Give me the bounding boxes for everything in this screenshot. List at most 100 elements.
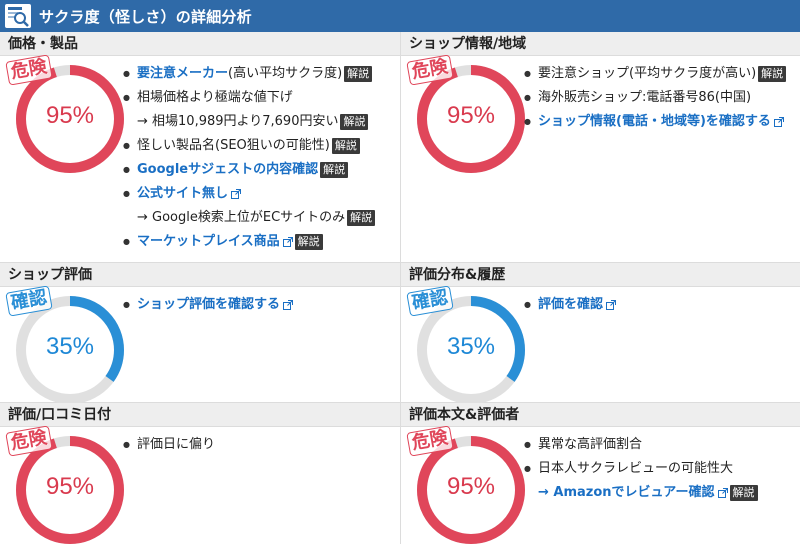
score-gauge: 95% 危険 (5, 54, 125, 174)
explanation-badge[interactable]: 解説 (294, 234, 323, 250)
explanation-badge[interactable]: 解説 (320, 162, 349, 178)
finding-text: 要注意ショップ(平均サクラ度が高い) (538, 66, 757, 81)
finding-text: (高い平均サクラ度) (228, 66, 343, 81)
finding-list: ● 評価を確認 (524, 293, 617, 317)
bullet-icon: ● (524, 464, 531, 473)
bullet-icon: ● (123, 440, 130, 449)
finding-link[interactable]: ショップ評価を確認する (137, 297, 281, 312)
row-divider (0, 262, 800, 263)
finding-link[interactable]: 公式サイト無し (137, 186, 229, 201)
explanation-badge[interactable]: 解説 (758, 66, 787, 82)
gauge-ring (16, 296, 124, 404)
finding-text: 相場価格より極端な値下げ (137, 90, 293, 105)
finding-item: ● 要注意ショップ(平均サクラ度が高い) 解説 (524, 62, 787, 86)
gauge-fill (16, 296, 124, 404)
finding-list: ● 要注意メーカー (高い平均サクラ度) 解説 ● 相場価格より極端な値下げ → 相場10,… (123, 62, 376, 254)
score-gauge: 95% 危険 (5, 425, 125, 544)
section-header: サクラ度（怪しさ）の詳細分析 (0, 0, 800, 32)
gauge-fill (16, 65, 124, 173)
bullet-icon: ● (123, 300, 130, 309)
score-percent: 95% (446, 102, 496, 129)
score-percent: 35% (45, 333, 95, 360)
finding-link[interactable]: マーケットプレイス商品 (137, 234, 280, 249)
finding-item: ● 要注意メーカー (高い平均サクラ度) 解説 (123, 62, 375, 86)
gauge-ring (16, 436, 124, 544)
gauge-ring (16, 65, 124, 173)
bullet-icon: ● (123, 237, 130, 246)
bullet-icon: ● (123, 93, 130, 102)
finding-item: → Google検索上位がECサイトのみ 解説 (123, 206, 376, 230)
bullet-icon: ● (123, 189, 130, 198)
finding-item: ● 異常な高評価割合 (524, 433, 758, 457)
gauge-fill (417, 436, 525, 544)
score-gauge: 95% 危険 (406, 54, 526, 174)
finding-text: 怪しい製品名(SEO狙いの可能性) (137, 138, 330, 153)
bullet-icon: ● (524, 93, 531, 102)
score-gauge: 35% 確認 (5, 285, 125, 405)
explanation-badge[interactable]: 解説 (331, 138, 360, 154)
explanation-badge[interactable]: 解説 (340, 114, 369, 130)
panel-price: 価格・製品 95% 危険 ● 要注意メーカー (高い平均サクラ度) 解説 ● 相場価格より極端な… (0, 32, 400, 262)
finding-list: ● ショップ評価を確認する (123, 293, 294, 317)
finding-list: ● 評価日に偏り (123, 433, 215, 457)
bullet-icon: ● (524, 117, 531, 126)
gauge-fill (417, 296, 525, 404)
finding-link[interactable]: → Amazonでレビュアー確認 (538, 485, 715, 500)
panel-review-date: 評価/口コミ日付 95% 危険 ● 評価日に偏り (0, 403, 400, 544)
score-percent: 95% (45, 102, 95, 129)
finding-item: ● Googleサジェストの内容確認 解説 (123, 158, 375, 182)
gauge-fill (16, 436, 124, 544)
finding-text: → Google検索上位がECサイトのみ (137, 210, 346, 225)
panel-shop-info: ショップ情報/地域 95% 危険 ● 要注意ショップ(平均サクラ度が高い) 解説 ● 海外販売… (401, 32, 800, 262)
page-title: サクラ度（怪しさ）の詳細分析 (39, 7, 252, 26)
finding-item: ● マーケットプレイス商品 解説 (123, 230, 375, 254)
finding-item: ● 公式サイト無し (123, 182, 375, 206)
external-link-icon (282, 237, 293, 247)
finding-item: ● 海外販売ショップ:電話番号86(中国) (524, 86, 786, 110)
finding-list: ● 要注意ショップ(平均サクラ度が高い) 解説 ● 海外販売ショップ:電話番号86(中国… (524, 62, 787, 134)
finding-text: 異常な高評価割合 (538, 437, 643, 452)
gauge-ring (417, 65, 525, 173)
finding-link[interactable]: Googleサジェストの内容確認 (137, 162, 319, 177)
panel-title: ショップ情報/地域 (401, 32, 800, 56)
bullet-icon: ● (524, 69, 531, 78)
finding-text: 海外販売ショップ:電話番号86(中国) (538, 90, 752, 105)
bullet-icon: ● (123, 141, 130, 150)
finding-list: ● 異常な高評価割合 ● 日本人サクラレビューの可能性大 → Amazonでレビュアー確… (524, 433, 758, 505)
panel-rating-dist: 評価分布&履歴 35% 確認 ● 評価を確認 (401, 263, 800, 405)
finding-text: 評価日に偏り (137, 437, 216, 452)
finding-link[interactable]: 評価を確認 (538, 297, 604, 312)
column-divider (400, 32, 401, 544)
panel-title: 価格・製品 (0, 32, 400, 56)
bullet-icon: ● (524, 300, 531, 309)
gauge-ring (417, 436, 525, 544)
score-gauge: 95% 危険 (406, 425, 526, 544)
score-percent: 95% (45, 473, 95, 500)
panel-review-body: 評価本文&評価者 95% 危険 ● 異常な高評価割合 ● 日本人サクラレビューの可能性大 → … (401, 403, 800, 544)
finding-item: ● 評価日に偏り (123, 433, 215, 457)
finding-link[interactable]: ショップ情報(電話・地域等)を確認する (538, 114, 771, 129)
finding-item: ● 相場価格より極端な値下げ (123, 86, 375, 110)
external-link-icon (773, 117, 784, 127)
panel-shop-rating: ショップ評価 35% 確認 ● ショップ評価を確認する (0, 263, 400, 405)
bullet-icon: ● (123, 165, 130, 174)
external-link-icon (606, 300, 617, 310)
score-percent: 35% (446, 333, 496, 360)
row-divider (0, 402, 800, 403)
finding-link[interactable]: 要注意メーカー (137, 66, 229, 81)
explanation-badge[interactable]: 解説 (344, 66, 373, 82)
panel-title: ショップ評価 (0, 263, 400, 287)
explanation-badge[interactable]: 解説 (347, 210, 376, 226)
analysis-magnifier-icon (5, 4, 31, 28)
external-link-icon (231, 189, 242, 199)
finding-item: → 相場10,989円より7,690円安い 解説 (123, 110, 375, 134)
panel-title: 評価分布&履歴 (401, 263, 800, 287)
score-gauge: 35% 確認 (406, 285, 526, 405)
gauge-fill (417, 65, 525, 173)
external-link-icon (717, 488, 728, 498)
bullet-icon: ● (123, 69, 130, 78)
finding-item: ● ショップ評価を確認する (123, 293, 294, 317)
panel-title: 評価本文&評価者 (401, 403, 800, 427)
finding-item: ● ショップ情報(電話・地域等)を確認する (524, 110, 786, 134)
explanation-badge[interactable]: 解説 (729, 485, 758, 501)
